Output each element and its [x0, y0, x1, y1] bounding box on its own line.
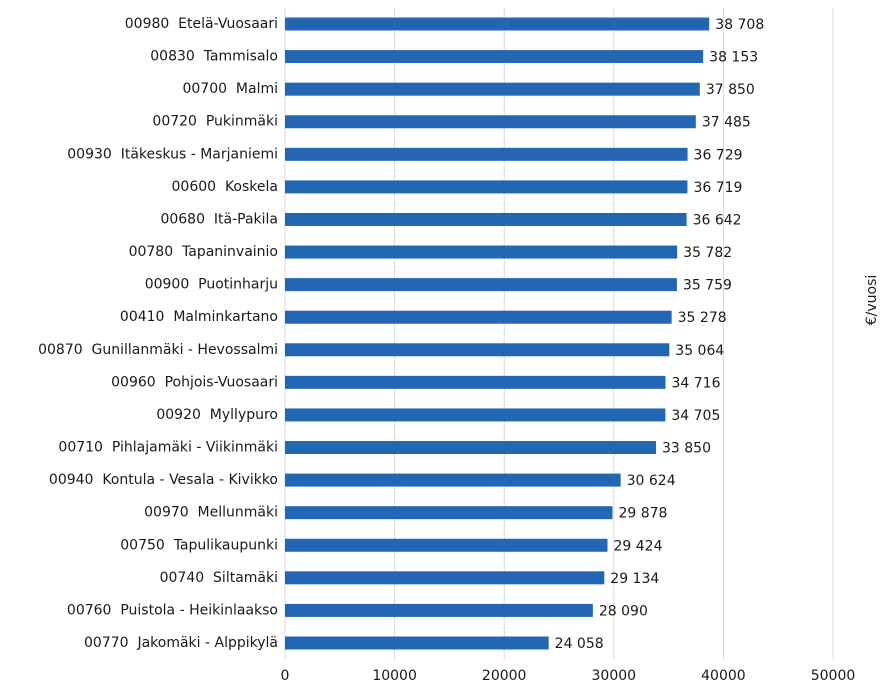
- value-label: 35 782: [683, 245, 732, 261]
- value-label: 35 064: [675, 343, 724, 359]
- y-tick-label: 00780 Tapaninvainio: [129, 244, 278, 260]
- value-label: 38 708: [715, 17, 764, 33]
- y-tick-label: 00740 Siltamäki: [160, 570, 278, 586]
- bar: [285, 82, 700, 96]
- value-label: 36 642: [693, 212, 742, 228]
- value-label: 24 058: [555, 636, 604, 652]
- bar: [285, 245, 678, 259]
- y-tick-label: 00900 Puotinharju: [145, 277, 278, 293]
- y-tick-label: 00930 Itäkeskus - Marjaniemi: [67, 146, 278, 162]
- value-label: 29 134: [610, 571, 659, 587]
- bar: [285, 180, 688, 194]
- y-tick-label: 00700 Malmi: [182, 81, 278, 97]
- y-tick-label: 00980 Etelä-Vuosaari: [125, 16, 278, 32]
- value-label: 35 278: [678, 310, 727, 326]
- value-label: 36 719: [693, 180, 742, 196]
- bar: [285, 571, 605, 585]
- y-tick-label: 00720 Pukinmäki: [152, 114, 278, 130]
- x-tick-label: 30000: [592, 668, 637, 684]
- y-tick-label: 00970 Mellunmäki: [144, 505, 278, 521]
- y-tick-label: 00920 Myllypuro: [156, 407, 278, 423]
- x-tick-label: 20000: [482, 668, 527, 684]
- x-tick-label: 10000: [372, 668, 417, 684]
- axis-label: €/vuosi: [864, 275, 880, 326]
- y-tick-label: 00870 Gunillanmäki - Hevossalmi: [38, 342, 278, 358]
- y-tick-label: 00760 Puistola - Heikinlaakso: [67, 602, 278, 618]
- value-label: 29 878: [618, 506, 667, 522]
- value-label: 28 090: [599, 603, 648, 619]
- value-label: 29 424: [613, 538, 662, 554]
- bar: [285, 278, 677, 292]
- y-tick-label: 00410 Malminkartano: [120, 309, 278, 325]
- x-tick-label: 40000: [701, 668, 746, 684]
- y-tick-label: 00710 Pihlajamäki - Viikinmäki: [58, 440, 278, 456]
- value-label: 35 759: [683, 278, 732, 294]
- x-tick-label: 50000: [811, 668, 856, 684]
- y-tick-label: 00750 Tapulikaupunki: [120, 537, 278, 553]
- bar: [285, 408, 666, 422]
- bar: [285, 603, 593, 617]
- bar: [285, 636, 549, 650]
- bar: [285, 375, 666, 389]
- y-tick-label: 00680 Itä-Pakila: [160, 211, 278, 227]
- bar: [285, 473, 621, 487]
- bar: [285, 441, 656, 455]
- bar: [285, 147, 688, 161]
- bar: [285, 506, 613, 520]
- value-label: 30 624: [627, 473, 676, 489]
- value-label: 34 716: [671, 375, 720, 391]
- y-tick-label: 00770 Jakomäki - Alppikylä: [84, 635, 278, 651]
- bar: [285, 17, 710, 31]
- bar: [285, 212, 687, 226]
- x-tick-label: 0: [281, 668, 290, 684]
- bar: [285, 343, 670, 357]
- y-tick-label: 00940 Kontula - Vesala - Kivikko: [49, 472, 278, 488]
- bar: [285, 50, 704, 64]
- y-tick-label: 00600 Koskela: [172, 179, 278, 195]
- bar: [285, 115, 696, 129]
- y-tick-label: 00830 Tammisalo: [150, 49, 278, 65]
- y-tick-label: 00960 Pohjois-Vuosaari: [111, 374, 278, 390]
- value-label: 34 705: [671, 408, 720, 424]
- value-label: 37 850: [706, 82, 755, 98]
- bar: [285, 538, 608, 552]
- bar: [285, 310, 672, 324]
- value-label: 37 485: [702, 115, 751, 131]
- value-label: 38 153: [709, 50, 758, 66]
- value-label: 33 850: [662, 441, 711, 457]
- value-label: 36 729: [694, 147, 743, 163]
